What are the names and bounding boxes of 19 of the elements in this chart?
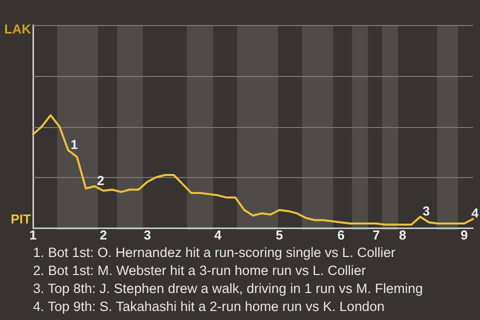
text: 1. Bot 1st: O. Hernandez hit a run-scoring single vs L. Collier	[33, 244, 396, 262]
x-tick-label: 5	[276, 227, 284, 242]
text: 2. Bot 1st: M. Webster hit a 3-run home run vs L. Collier	[33, 262, 367, 280]
text: LAK	[4, 22, 32, 37]
x-tick-label: 7	[372, 227, 380, 242]
annotation: 4	[471, 206, 480, 221]
annotation: 1	[70, 136, 78, 152]
x-tick-label: 6	[337, 227, 345, 242]
text: 4. Top 9th: S. Takahashi hit a 2-run home run vs K. London	[33, 298, 386, 316]
x-tick-label: 9	[460, 227, 468, 242]
x-tick-label: 8	[398, 227, 406, 242]
x-tick-label: 1	[29, 227, 37, 242]
text: 3. Top 8th: J. Stephen drew a walk, driving in 1 run vs M. Fleming	[33, 280, 423, 298]
annotation: 2	[96, 172, 104, 188]
x-tick-label: 2	[100, 227, 108, 242]
x-tick-label: 4	[214, 227, 222, 242]
x-tick-label: 3	[144, 227, 152, 242]
annotation: 3	[422, 203, 430, 218]
text: PIT	[10, 212, 32, 227]
